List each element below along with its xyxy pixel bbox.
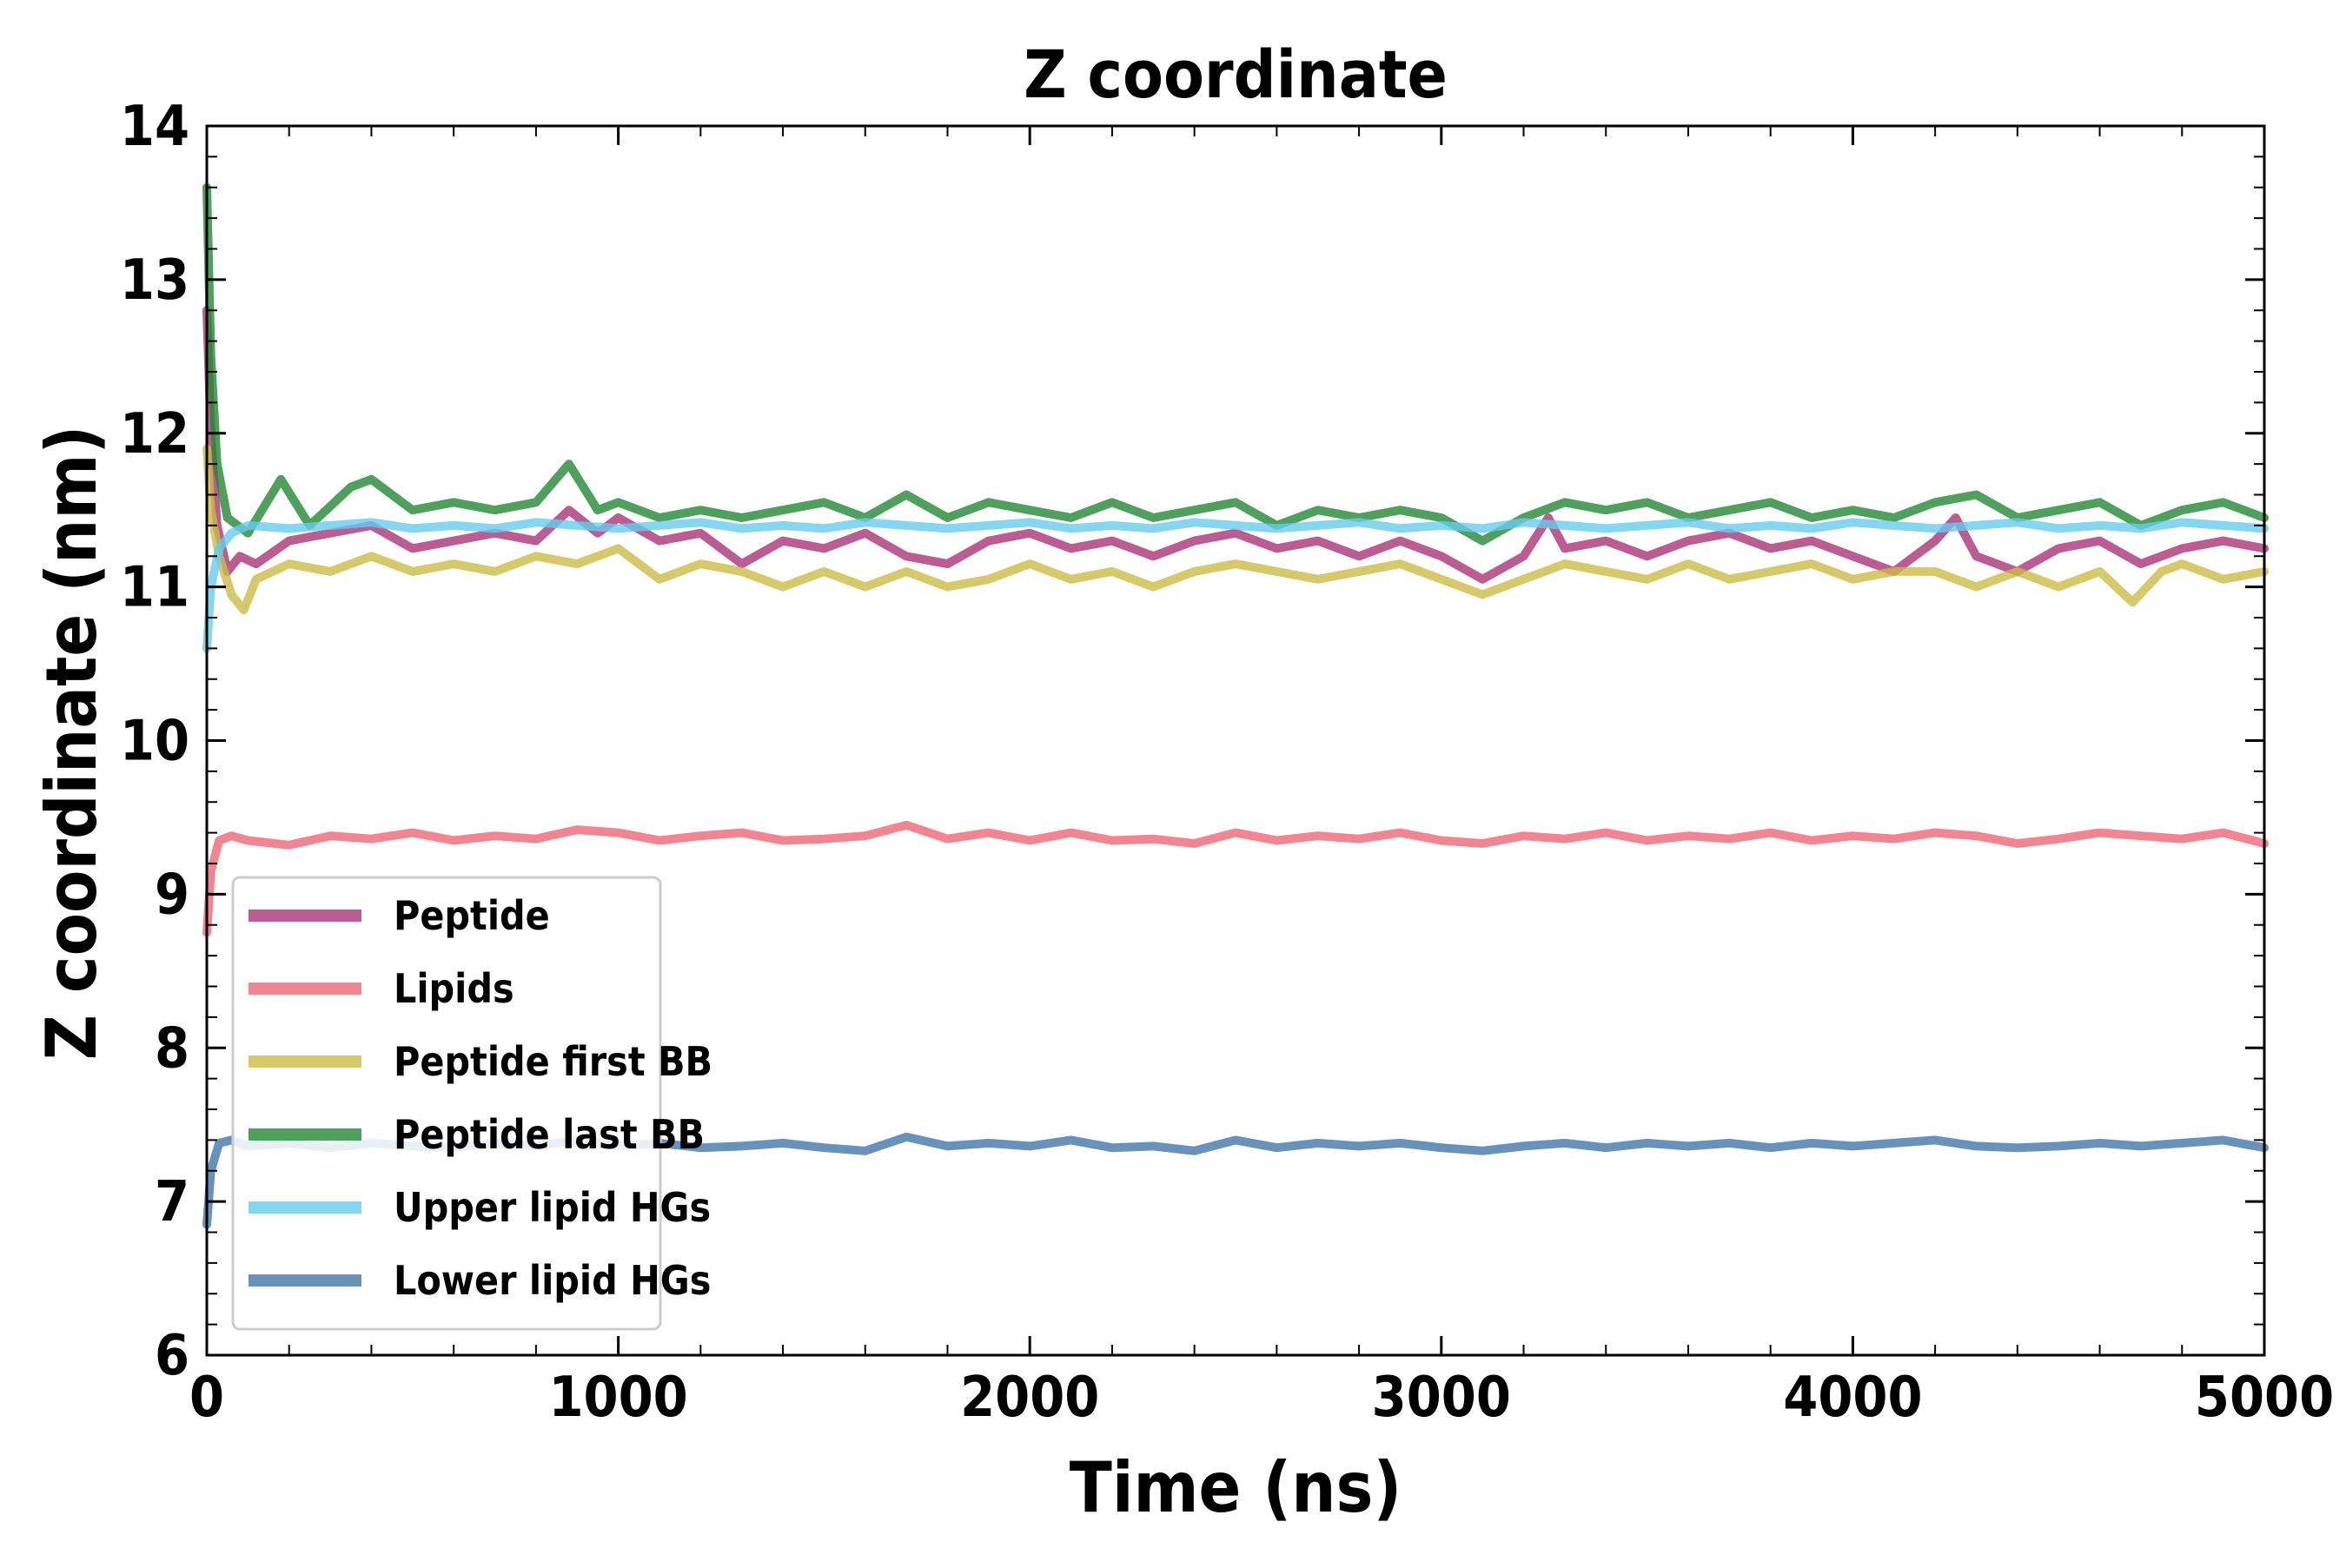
- x-tick-label: 4000: [1783, 1366, 1922, 1430]
- x-tick-label: 3000: [1372, 1366, 1511, 1430]
- x-tick-label: 0: [189, 1366, 224, 1430]
- y-tick-label: 7: [155, 1170, 189, 1234]
- series-line-peptide-last-bb: [202, 182, 2269, 546]
- y-tick-label: 9: [155, 863, 189, 927]
- series-line-upper-lipid-hgs: [202, 518, 2269, 653]
- y-tick-label: 14: [120, 95, 189, 159]
- y-tick-label: 12: [120, 402, 189, 466]
- x-axis-label: Time (ns): [1070, 1447, 1402, 1528]
- legend-label: Upper lipid HGs: [394, 1184, 711, 1231]
- x-tick-label: 2000: [960, 1366, 1099, 1430]
- legend-label: Peptide: [394, 892, 550, 939]
- x-tick-label: 5000: [2195, 1366, 2334, 1430]
- legend-label: Lower lipid HGs: [394, 1257, 711, 1304]
- y-tick-label: 8: [155, 1016, 189, 1081]
- y-tick-label: 11: [120, 556, 189, 620]
- legend-label: Peptide first BB: [394, 1038, 712, 1085]
- legend-label: Lipids: [394, 965, 514, 1012]
- legend-label: Peptide last BB: [394, 1111, 705, 1158]
- y-tick-label: 10: [120, 710, 189, 774]
- series-line-peptide: [202, 306, 2269, 584]
- chart-title: Z coordinate: [1024, 36, 1448, 113]
- y-axis-label: Z coordinate (nm): [31, 426, 112, 1061]
- series-line-lipids: [202, 820, 2269, 937]
- series-line-peptide-first-bb: [202, 444, 2269, 615]
- y-tick-label: 13: [120, 248, 189, 313]
- x-tick-label: 1000: [548, 1366, 687, 1430]
- y-tick-label: 6: [155, 1324, 189, 1388]
